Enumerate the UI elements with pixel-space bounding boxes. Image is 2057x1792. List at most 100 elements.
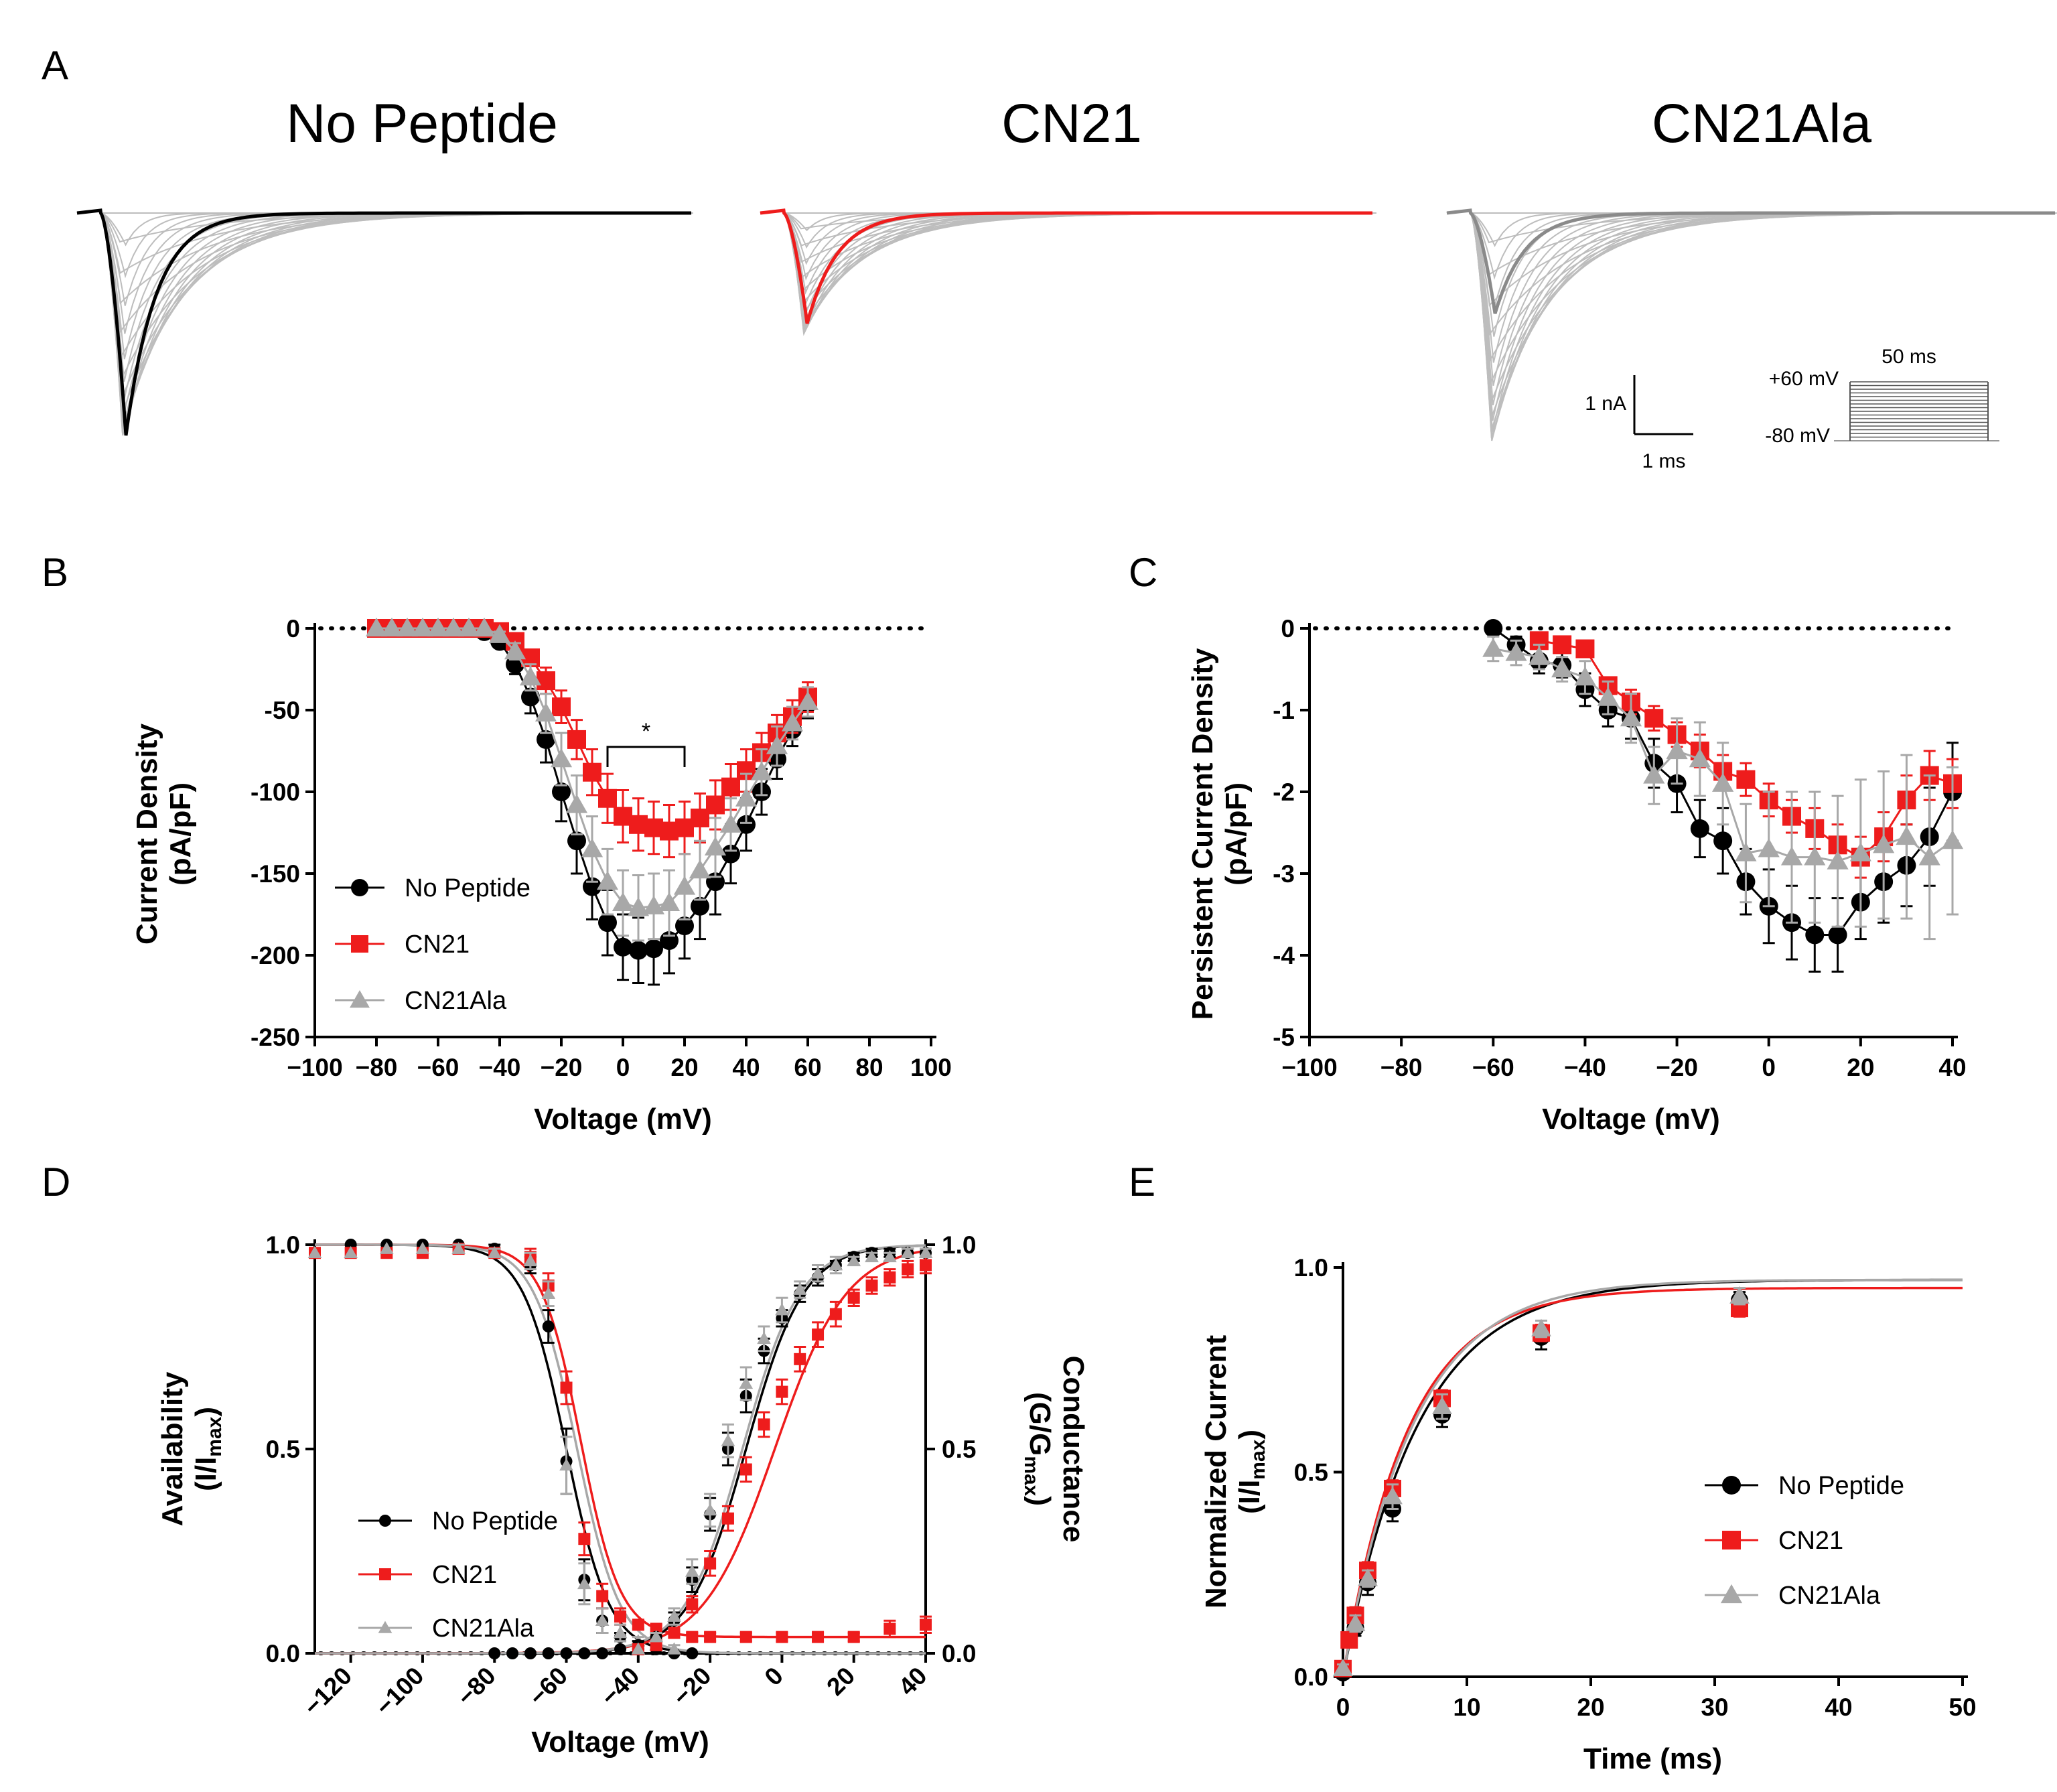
- y-axis-title-part: (I/I: [1233, 1480, 1266, 1514]
- gray-trace: [760, 209, 1375, 336]
- fit-curve-cn21: [1342, 1286, 1963, 1677]
- panel-letter-c: C: [1129, 550, 1157, 595]
- marker-cn21ala: [1620, 707, 1642, 727]
- x-tick-label: 0: [616, 1054, 630, 1081]
- marker-cn21ala: [307, 1245, 322, 1258]
- marker-cn21ala: [1729, 1286, 1750, 1304]
- marker-cn21ala: [689, 859, 711, 879]
- series-cn21ala-act: [631, 1245, 933, 1655]
- x-tick-label: 20: [670, 1054, 698, 1081]
- x-tick-label: 80: [855, 1054, 883, 1081]
- marker-no-peptide-act: [578, 1647, 591, 1659]
- voltage-protocol: 50 ms +60 mV -80 mV: [1765, 346, 1999, 447]
- marker-cn21ala: [1333, 1658, 1353, 1676]
- y-tick-label: 0.0: [266, 1640, 300, 1667]
- marker-cn21: [552, 697, 571, 717]
- legend-marker: [1722, 1531, 1741, 1549]
- y-tick-label: 1.0: [1294, 1254, 1328, 1282]
- x-tick-label: −100: [287, 1054, 342, 1081]
- marker-cn21ala: [1531, 1318, 1551, 1336]
- highlighted-trace: [1446, 208, 2055, 314]
- x-tick-label: −20: [667, 1662, 716, 1711]
- marker-no-peptide: [1690, 819, 1709, 838]
- series-no-peptide: [344, 1239, 699, 1659]
- gray-trace: [760, 209, 1375, 335]
- marker-cn21: [706, 795, 725, 815]
- panel-b-chart: 0 -50 -100 -150 -200 -250 −100 −80 −60 −40 −20 0 20 4…: [131, 615, 952, 1135]
- x-tick-label: −80: [356, 1054, 398, 1081]
- marker-cn21ala: [581, 838, 604, 857]
- marker-cn21-act: [883, 1271, 896, 1284]
- marker-cn21ala: [766, 735, 788, 754]
- marker-cn21-act: [902, 1263, 914, 1276]
- x-tick-label: 10: [1453, 1694, 1480, 1721]
- marker-cn21ala: [1758, 838, 1780, 857]
- x-tick-label: −100: [1281, 1054, 1337, 1081]
- marker-cn21-act: [847, 1292, 860, 1304]
- y-tick-label: -50: [265, 697, 300, 724]
- right-y-axis-title-line2: (G/Gmax): [1020, 1392, 1056, 1506]
- scale-bar-current-label: 1 nA: [1585, 393, 1626, 415]
- marker-cn21ala: [577, 1576, 591, 1590]
- legend-label: No Peptide: [432, 1507, 558, 1535]
- marker-cn21ala-act: [739, 1377, 754, 1389]
- marker-no-peptide: [737, 815, 756, 834]
- marker-cn21ala-act: [918, 1245, 933, 1258]
- y-tick-label: 0: [1281, 615, 1295, 642]
- panel-d-chart: 0.0 0.5 1.0 −120 −100 −80 −60 −40 −20 0 20 40 0.0 0.5…: [156, 1231, 1090, 1759]
- series-cn21: [1334, 1299, 1748, 1677]
- marker-cn21ala: [1382, 1487, 1403, 1505]
- title-no-peptide: No Peptide: [286, 93, 558, 154]
- marker-cn21ala-act: [775, 1303, 789, 1316]
- gray-trace: [1446, 209, 2056, 363]
- marker-cn21ala: [379, 1241, 394, 1254]
- gray-trace: [1446, 209, 2055, 307]
- marker-cn21ala: [1551, 658, 1573, 678]
- marker-cn21ala: [1896, 826, 1918, 845]
- x-tick-label: 0: [1336, 1694, 1350, 1721]
- marker-cn21ala-act: [883, 1249, 897, 1263]
- marker-cn21ala: [457, 617, 480, 637]
- gray-trace: [760, 209, 1376, 307]
- x-tick-label: −40: [479, 1054, 521, 1081]
- x-tick-label: 40: [732, 1054, 760, 1081]
- legend-marker: [351, 935, 368, 953]
- marker-cn21-act: [739, 1463, 752, 1476]
- gray-trace: [76, 209, 693, 415]
- x-tick-label: −120: [298, 1662, 357, 1721]
- y-axis-title-line1: Normalized Current: [1200, 1335, 1232, 1609]
- legend-item-cn21ala: CN21Ala: [1705, 1582, 1881, 1610]
- marker-cn21ala: [1643, 764, 1665, 784]
- x-tick-label: 100: [910, 1054, 952, 1081]
- panel-letter-a: A: [42, 43, 68, 88]
- panel-letter-b: B: [42, 550, 68, 595]
- legend-item-no-peptide: No Peptide: [1705, 1472, 1904, 1500]
- scale-bar-time-label: 1 ms: [1642, 450, 1685, 472]
- marker-no-peptide: [1713, 831, 1733, 851]
- marker-cn21-act: [794, 1353, 806, 1365]
- trace-family-no-peptide: [76, 208, 693, 436]
- marker-no-peptide: [614, 937, 632, 957]
- legend-label: CN21Ala: [405, 987, 507, 1015]
- right-y-axis-title-part: ): [1023, 1496, 1056, 1506]
- marker-cn21ala: [613, 1626, 628, 1639]
- legend-marker: [378, 1621, 393, 1633]
- series-no-peptide-act: [488, 1247, 932, 1659]
- legend-label: CN21: [432, 1561, 497, 1589]
- marker-cn21ala: [411, 617, 434, 637]
- marker-no-peptide: [629, 941, 648, 960]
- x-tick-label: 20: [1577, 1694, 1604, 1721]
- marker-cn21ala: [344, 1245, 358, 1258]
- right-y-axis-title-line1: Conductance: [1057, 1356, 1090, 1543]
- marker-cn21: [1736, 770, 1756, 789]
- marker-cn21: [1553, 635, 1572, 654]
- gray-trace: [76, 209, 693, 433]
- legend-label: CN21: [1778, 1527, 1843, 1555]
- marker-cn21ala: [1482, 638, 1504, 657]
- legend-label: No Peptide: [405, 874, 530, 902]
- protocol-top-label: +60 mV: [1769, 368, 1839, 390]
- marker-cn21ala: [735, 787, 758, 807]
- marker-no-peptide: [675, 916, 694, 936]
- marker-cn21: [614, 1610, 626, 1623]
- marker-cn21-act: [668, 1627, 681, 1639]
